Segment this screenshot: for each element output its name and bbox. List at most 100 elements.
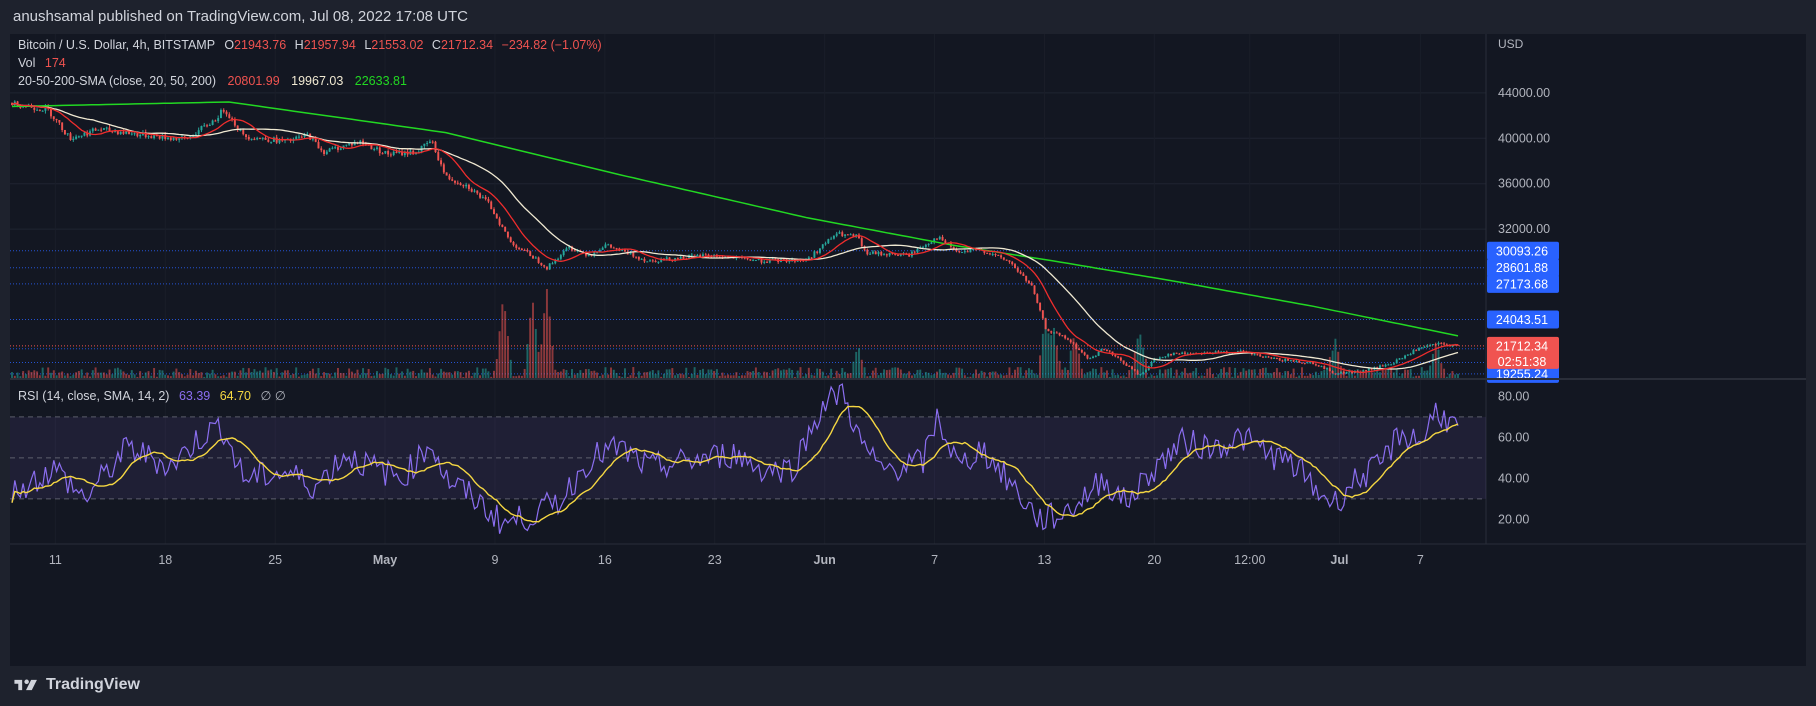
candle-body: [58, 120, 61, 123]
volume-bar: [701, 368, 704, 379]
candle-body: [810, 257, 813, 259]
volume-bar: [1423, 370, 1426, 379]
chart-area[interactable]: Bitcoin / U.S. Dollar, 4h, BITSTAMP O219…: [10, 34, 1806, 666]
volume-bar: [679, 373, 682, 379]
candle-body: [1105, 350, 1108, 352]
volume-bar: [178, 372, 181, 379]
volume-bar: [576, 373, 579, 379]
volume-bar: [688, 376, 691, 379]
volume-bar: [947, 374, 950, 379]
candle-body: [116, 131, 119, 135]
volume-bar: [1058, 360, 1061, 379]
candle-body: [476, 190, 479, 194]
volume-bar: [598, 376, 601, 379]
candle-body: [1083, 352, 1086, 355]
candle-body: [175, 137, 178, 140]
volume-bar: [114, 368, 117, 379]
volume-bar: [275, 368, 278, 379]
candle-body: [454, 180, 456, 183]
volume-bar: [1259, 369, 1262, 379]
volume-bar: [1448, 373, 1451, 379]
volume-bar: [155, 376, 158, 379]
candle-body: [253, 139, 256, 141]
volume-bar: [1440, 363, 1443, 379]
volume-bar: [337, 367, 339, 379]
volume-bar: [1014, 369, 1016, 379]
volume-bar: [526, 344, 529, 379]
volume-bar: [860, 359, 863, 379]
volume-bar: [721, 372, 724, 379]
candle-body: [1214, 351, 1217, 354]
candle-body: [598, 249, 601, 253]
volume-bar: [754, 367, 757, 379]
volume-bar: [1178, 375, 1181, 379]
candle-body: [657, 261, 660, 263]
volume-bar: [1295, 376, 1298, 379]
volume-bar: [440, 368, 443, 379]
candle-body: [988, 253, 991, 255]
candle-body: [1273, 358, 1276, 360]
candle-body: [1264, 356, 1267, 358]
candle-body: [1412, 350, 1415, 355]
candle-body: [239, 129, 242, 131]
volume-bar: [654, 373, 657, 379]
volume-bar: [325, 372, 328, 379]
candle-body: [278, 139, 281, 143]
volume-bar: [384, 367, 387, 379]
volume-bar: [1167, 368, 1170, 379]
tradingview-brand[interactable]: TradingView: [12, 676, 140, 694]
candle-body: [1161, 357, 1164, 359]
time-tick-label: 20: [1147, 553, 1161, 567]
volume-bar: [674, 375, 677, 379]
price-tick-label: 32000.00: [1498, 222, 1550, 236]
candle-body: [1401, 358, 1404, 360]
candle-body: [1119, 357, 1122, 361]
level-tag-label: 30093.26: [1496, 244, 1548, 258]
candle-body: [1437, 342, 1440, 345]
volume-bar: [1200, 375, 1203, 379]
volume-bar: [158, 369, 161, 379]
candle-body: [877, 251, 880, 255]
volume-bar: [1117, 374, 1120, 379]
volume-bar: [629, 375, 632, 379]
candle-body: [211, 120, 214, 125]
volume-bar: [1002, 375, 1005, 379]
volume-bar: [233, 371, 236, 379]
volume-bar: [785, 369, 788, 379]
time-tick-label: 25: [268, 553, 282, 567]
volume-bar: [231, 371, 234, 379]
volume-bar: [749, 371, 752, 379]
candle-body: [1036, 294, 1039, 303]
volume-bar: [571, 369, 573, 379]
volume-bar: [615, 373, 618, 379]
volume-bar: [1156, 375, 1159, 379]
volume-bar: [1239, 371, 1242, 379]
candle-body: [1131, 366, 1133, 370]
candle-body: [392, 151, 395, 155]
volume-bar: [1370, 372, 1373, 379]
candle-body: [916, 249, 919, 253]
volume-bar: [1392, 372, 1395, 379]
volume-bar: [353, 373, 356, 379]
volume-bar: [587, 369, 590, 379]
candle-body: [676, 258, 679, 260]
volume-bar: [1437, 349, 1440, 379]
candle-body: [442, 164, 445, 173]
volume-bar: [164, 374, 167, 379]
candle-body: [247, 136, 250, 140]
candle-body: [1183, 352, 1186, 354]
candle-body: [52, 116, 55, 120]
candle-body: [1055, 332, 1058, 334]
volume-bar: [1267, 372, 1270, 379]
volume-bar: [125, 373, 128, 379]
volume-bar: [779, 370, 782, 379]
candle-body: [997, 254, 1000, 256]
volume-bar: [1298, 375, 1301, 379]
price-chart-svg[interactable]: Bitcoin / U.S. Dollar, 4h, BITSTAMP O219…: [10, 34, 1806, 666]
candle-body: [203, 125, 206, 127]
volume-bar: [1111, 369, 1114, 379]
volume-bar: [512, 376, 515, 379]
volume-bar: [545, 289, 548, 379]
candle-body: [1320, 366, 1323, 368]
candle-body: [384, 151, 387, 154]
